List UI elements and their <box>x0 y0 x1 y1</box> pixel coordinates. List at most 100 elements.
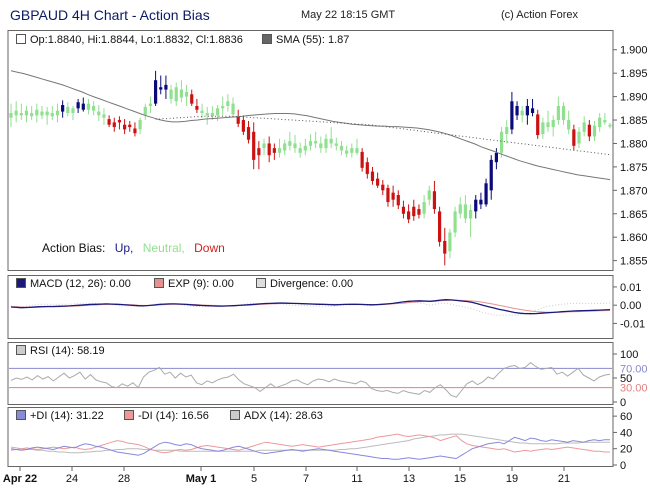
sma-line <box>10 70 611 181</box>
price-bar <box>215 108 220 116</box>
macd-ytick-label: 0.01 <box>620 282 641 294</box>
sma-projection-line <box>155 115 611 156</box>
price-bar <box>345 150 349 154</box>
price-bar <box>381 184 385 191</box>
sma-swatch <box>262 34 272 44</box>
dmi-ytick-label: 0 <box>620 460 626 472</box>
rsi-text: RSI (14): 58.19 <box>30 345 105 357</box>
dmi-panel <box>7 407 614 467</box>
price-bar <box>437 211 442 242</box>
rsi-level-30-label: 30.00 <box>620 383 648 395</box>
price-ytick-label: 1.880 <box>620 138 648 150</box>
price-bar <box>97 111 101 116</box>
x-tick-label: 21 <box>558 473 570 485</box>
price-bar <box>179 89 184 98</box>
macd-line <box>10 299 611 315</box>
price-ytick-label: 1.890 <box>620 92 648 104</box>
price-bar <box>283 143 287 151</box>
divergence-swatch <box>256 278 266 288</box>
price-bar <box>370 171 375 181</box>
price-bar <box>355 148 359 153</box>
price-bar <box>236 116 240 124</box>
x-tick-label: 15 <box>454 473 466 485</box>
price-bar <box>226 101 230 106</box>
price-bar <box>479 199 483 205</box>
price-bar <box>123 124 127 130</box>
price-ytick-label: 1.865 <box>620 209 648 221</box>
price-bar <box>536 114 540 136</box>
price-bar <box>288 141 292 146</box>
price-bar <box>45 111 49 116</box>
price-bar <box>468 210 473 219</box>
price-bar <box>582 122 586 132</box>
action-bias-legend: Action Bias: Up, Neutral, Down <box>42 241 225 255</box>
price-bar <box>50 113 54 117</box>
macd-swatch <box>16 278 26 288</box>
price-bar <box>107 119 111 125</box>
price-bar <box>19 113 23 116</box>
price-bar <box>551 120 555 128</box>
price-bar <box>184 91 189 97</box>
exp-text: EXP (9): 0.00 <box>168 278 234 290</box>
price-bar <box>190 94 194 104</box>
price-bar <box>102 114 106 118</box>
price-bar <box>159 87 163 90</box>
sma-legend: SMA (55): 1.87 <box>262 34 349 46</box>
action-bias-label: Action Bias: <box>42 241 106 255</box>
minus-di-legend: -DI (14): 16.56 <box>124 410 209 422</box>
price-bar <box>448 232 452 252</box>
exp-legend: EXP (9): 0.00 <box>154 278 234 290</box>
minus-di-swatch <box>124 410 134 420</box>
price-bar <box>350 148 354 153</box>
price-bar <box>117 120 122 123</box>
price-bar <box>608 124 612 127</box>
price-bar <box>443 240 447 254</box>
divergence-text: Divergence: 0.00 <box>270 278 354 290</box>
price-bar <box>164 84 168 90</box>
price-bar <box>391 192 395 200</box>
rsi-line <box>10 361 611 398</box>
minus-di-line <box>10 433 610 454</box>
price-bar <box>319 143 323 149</box>
price-bar <box>561 105 566 121</box>
price-bar <box>252 131 256 160</box>
price-ytick-label: 1.900 <box>620 45 648 57</box>
price-bar <box>432 191 437 210</box>
rsi-ytick-label: 100 <box>620 349 638 361</box>
price-bar <box>169 89 173 99</box>
rsi-legend: RSI (14): 58.19 <box>16 345 105 357</box>
ohlc-swatch <box>16 34 26 44</box>
rsi-ytick-label: 50 <box>620 373 632 385</box>
price-bar <box>396 195 400 206</box>
dmi-ytick-label: 60 <box>620 411 632 423</box>
x-tick-label: 11 <box>351 473 362 485</box>
x-tick-label: Apr 22 <box>3 473 37 485</box>
macd-panel <box>7 275 614 339</box>
price-bar <box>24 110 29 116</box>
price-bar <box>267 143 271 156</box>
x-tick-label: 5 <box>251 473 257 485</box>
price-bar <box>221 105 225 109</box>
price-bar <box>174 87 178 102</box>
price-bar <box>577 131 581 144</box>
price-bar <box>458 204 462 214</box>
price-bar <box>541 122 545 135</box>
price-bar <box>66 106 70 114</box>
price-bar <box>474 199 478 212</box>
price-bar <box>489 159 493 191</box>
price-bar <box>365 162 369 174</box>
x-tick-label: 28 <box>118 473 130 485</box>
x-tick-label: 7 <box>303 473 309 485</box>
adx-swatch <box>230 410 240 420</box>
divergence-line <box>10 301 611 316</box>
price-bar <box>246 127 251 140</box>
bias-neutral-label: Neutral, <box>142 241 185 255</box>
price-bar <box>520 110 524 116</box>
price-bar <box>148 103 153 106</box>
price-bar <box>484 183 488 205</box>
price-bar <box>329 138 333 144</box>
price-bar <box>572 129 576 146</box>
price-bar <box>128 124 132 128</box>
x-tick-label: May 1 <box>186 473 217 485</box>
